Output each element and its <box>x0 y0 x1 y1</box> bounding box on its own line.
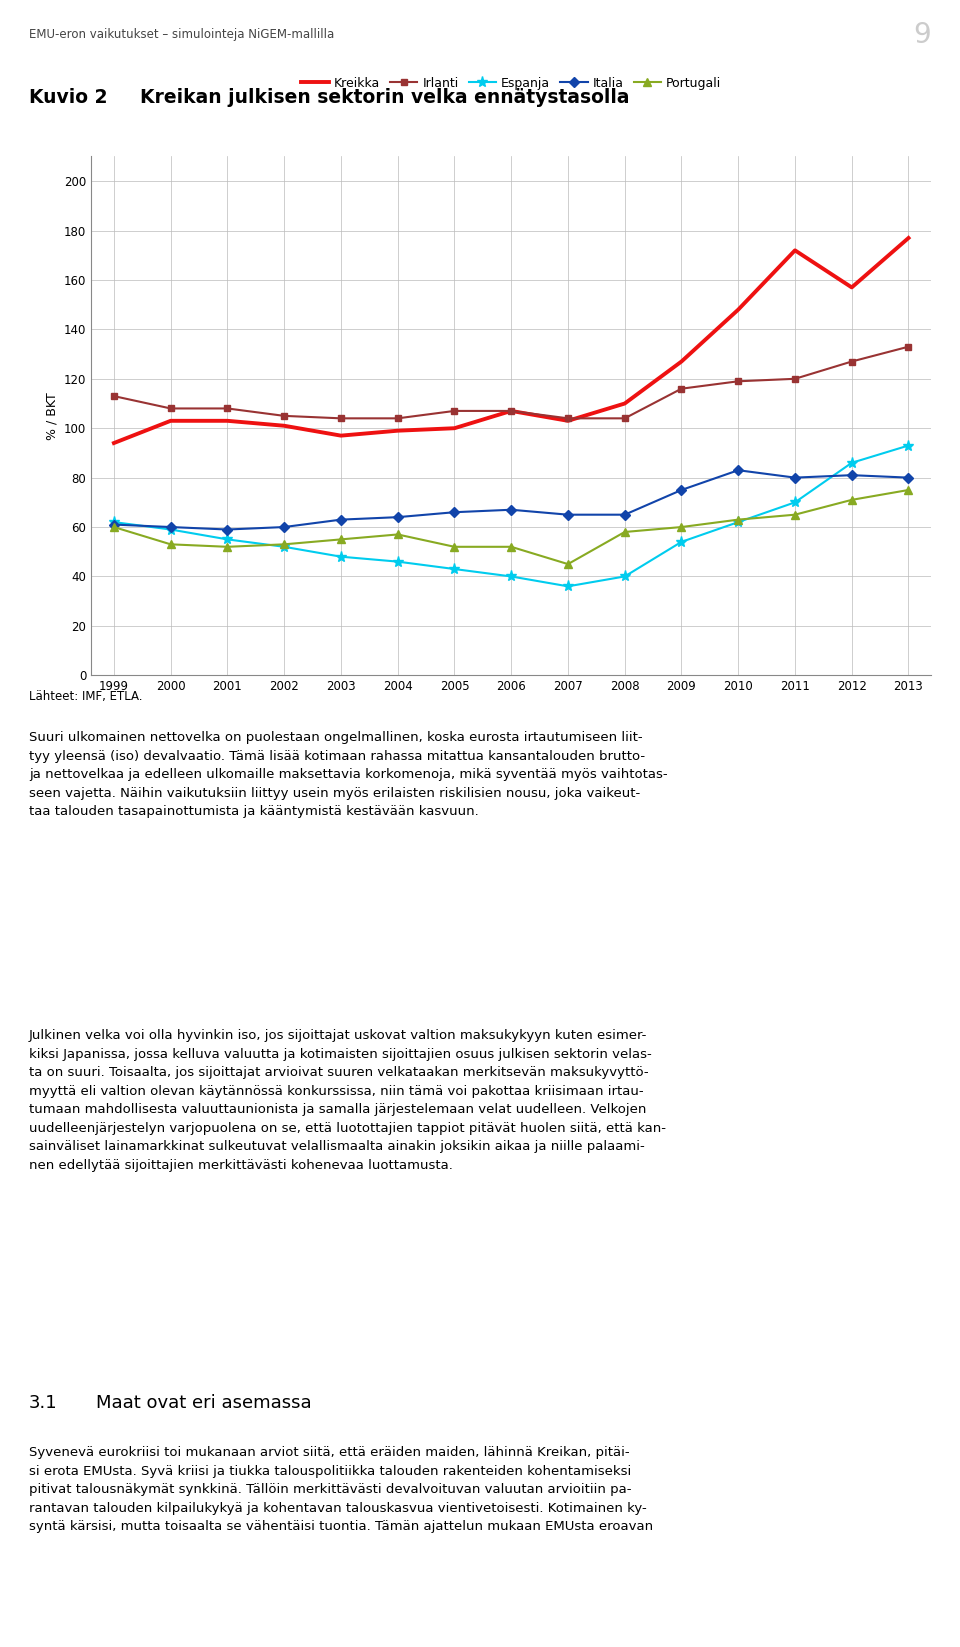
Text: Julkinen velka voi olla hyvinkin iso, jos sijoittajat uskovat valtion maksukykyy: Julkinen velka voi olla hyvinkin iso, jo… <box>29 1029 666 1173</box>
Text: EMU-eron vaikutukset – simulointeja NiGEM-mallilla: EMU-eron vaikutukset – simulointeja NiGE… <box>29 28 334 41</box>
Text: 9: 9 <box>914 20 931 49</box>
Text: Suuri ulkomainen nettovelka on puolestaan ongelmallinen, koska eurosta irtautumi: Suuri ulkomainen nettovelka on puolestaa… <box>29 731 667 819</box>
Text: Lähteet: IMF, ETLA.: Lähteet: IMF, ETLA. <box>29 690 142 703</box>
Text: 3.1: 3.1 <box>29 1395 58 1411</box>
Text: Syvenevä eurokriisi toi mukanaan arviot siitä, että eräiden maiden, lähinnä Krei: Syvenevä eurokriisi toi mukanaan arviot … <box>29 1446 653 1533</box>
Text: Maat ovat eri asemassa: Maat ovat eri asemassa <box>96 1395 312 1411</box>
Legend: Kreikka, Irlanti, Espanja, Italia, Portugali: Kreikka, Irlanti, Espanja, Italia, Portu… <box>296 72 727 96</box>
Text: Kuvio 2     Kreikan julkisen sektorin velka ennätystasolla: Kuvio 2 Kreikan julkisen sektorin velka … <box>29 87 630 107</box>
Y-axis label: % / BKT: % / BKT <box>45 392 59 440</box>
